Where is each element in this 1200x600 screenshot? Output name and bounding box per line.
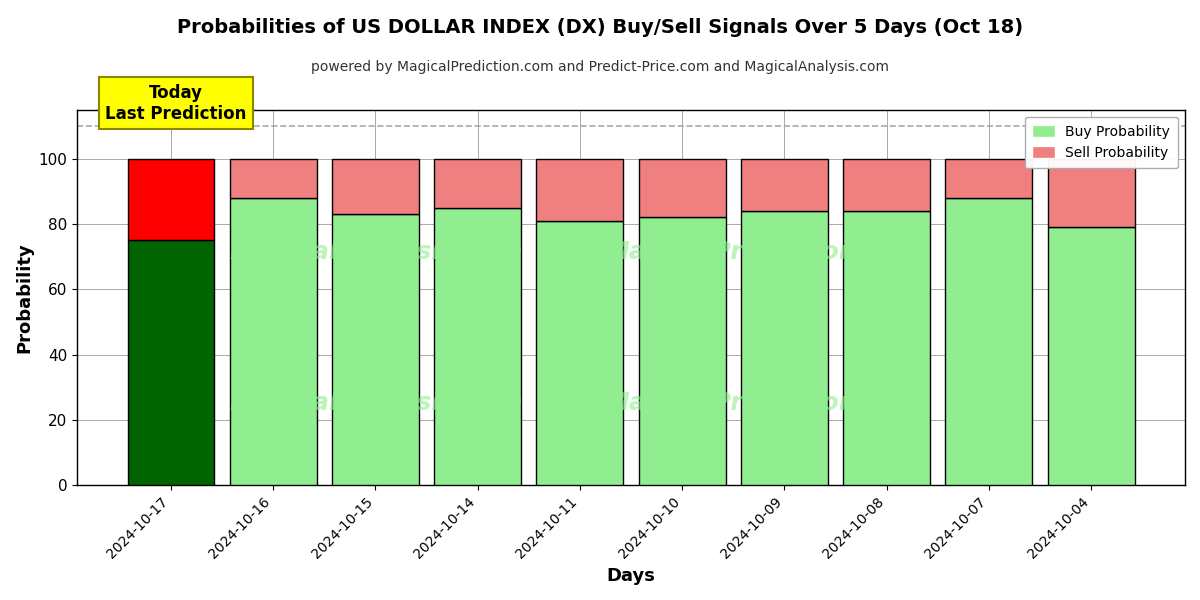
Y-axis label: Probability: Probability [14, 242, 32, 353]
Bar [127, 241, 215, 485]
Bar [434, 159, 521, 208]
Text: Today
Last Prediction: Today Last Prediction [106, 84, 247, 123]
Text: powered by MagicalPrediction.com and Predict-Price.com and MagicalAnalysis.com: powered by MagicalPrediction.com and Pre… [311, 60, 889, 74]
Bar [740, 159, 828, 211]
Bar [536, 221, 624, 485]
Bar [844, 159, 930, 211]
Bar [229, 159, 317, 198]
Legend: Buy Probability, Sell Probability: Buy Probability, Sell Probability [1025, 116, 1178, 168]
Bar [1048, 159, 1135, 227]
Bar [536, 159, 624, 221]
Text: MagicalAnalysis.com: MagicalAnalysis.com [229, 391, 523, 415]
Text: MagicalPrediction.com: MagicalPrediction.com [604, 391, 924, 415]
Bar [946, 159, 1032, 198]
Bar [434, 208, 521, 485]
Bar [946, 198, 1032, 485]
Bar [740, 211, 828, 485]
Bar [332, 214, 419, 485]
Text: MagicalAnalysis.com: MagicalAnalysis.com [229, 241, 523, 265]
Text: Probabilities of US DOLLAR INDEX (DX) Buy/Sell Signals Over 5 Days (Oct 18): Probabilities of US DOLLAR INDEX (DX) Bu… [176, 18, 1024, 37]
Bar [229, 198, 317, 485]
Bar [638, 159, 726, 217]
Bar [844, 211, 930, 485]
Bar [127, 159, 215, 241]
Bar [638, 217, 726, 485]
Bar [332, 159, 419, 214]
X-axis label: Days: Days [607, 567, 655, 585]
Bar [1048, 227, 1135, 485]
Text: MagicalPrediction.com: MagicalPrediction.com [604, 241, 924, 265]
